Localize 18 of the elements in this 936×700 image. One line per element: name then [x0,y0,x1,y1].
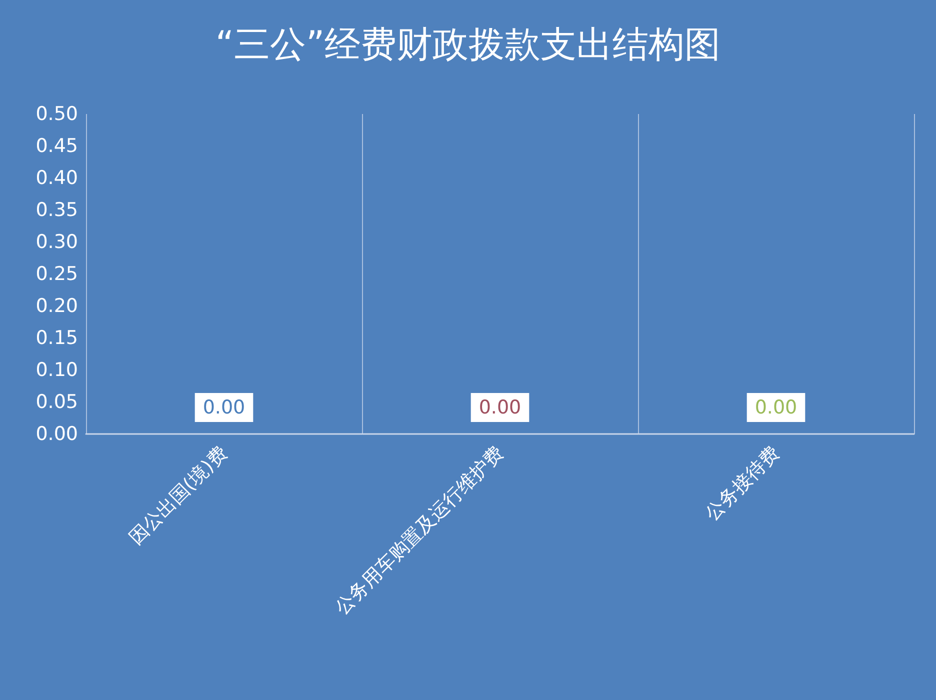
data-label: 0.00 [478,396,522,418]
y-tick-label: 0.45 [36,135,78,157]
y-tick-label: 0.35 [36,199,78,221]
y-tick-label: 0.40 [36,167,78,189]
y-tick-label: 0.05 [36,391,78,413]
y-tick-label: 0.00 [36,423,78,445]
x-tick-label: 公务用车购置及运行维护费 [331,442,508,619]
y-tick-label: 0.25 [36,263,78,285]
chart-title: “三公”经费财政拨款支出结构图 [215,24,721,66]
data-label: 0.00 [754,396,798,418]
y-tick-label: 0.20 [36,295,78,317]
x-tick-label: 公务接待费 [701,442,784,525]
x-tick-label: 因公出国(境)费 [125,442,232,549]
data-label: 0.00 [202,396,246,418]
y-tick-label: 0.50 [36,103,78,125]
y-tick-label: 0.15 [36,327,78,349]
y-tick-label: 0.10 [36,359,78,381]
y-tick-label: 0.30 [36,231,78,253]
